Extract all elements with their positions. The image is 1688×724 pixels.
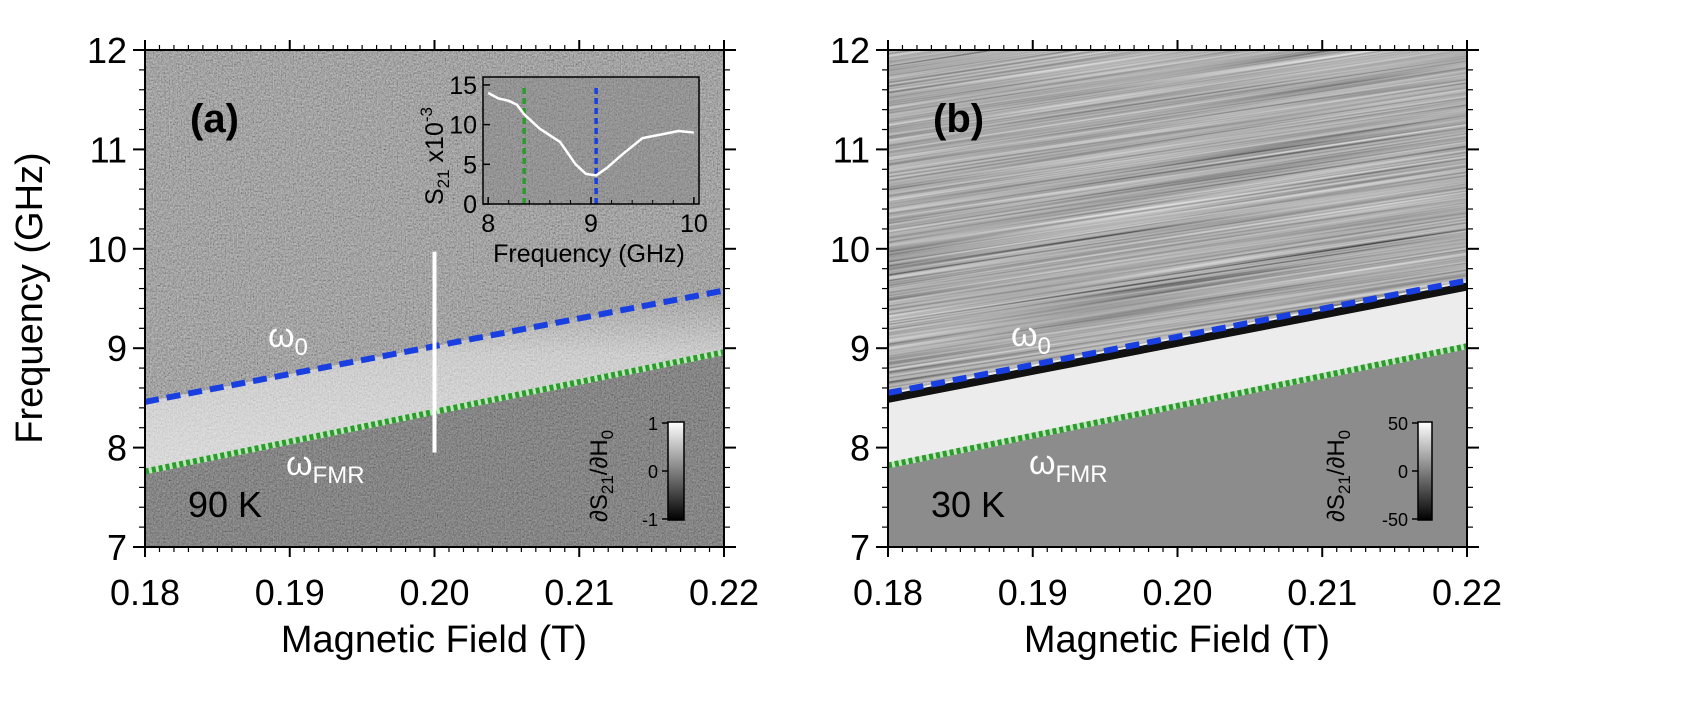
inset-a-curve xyxy=(487,91,694,177)
y-tick-label-b: 8 xyxy=(850,428,870,469)
y-tick-label-a: 11 xyxy=(90,129,127,170)
y-tick-label-a: 10 xyxy=(87,229,127,270)
series-label-omega0-b: ω0 xyxy=(1011,316,1051,360)
series-group-a xyxy=(145,251,724,475)
inset-a-y-tick-label: 15 xyxy=(449,72,477,100)
inset-a-y-tick-label: 0 xyxy=(463,191,477,219)
inset-a-y-tick-label: 10 xyxy=(449,112,477,140)
inset-a-x-tick-label: 9 xyxy=(584,210,598,238)
temperature-label-a: 90 K xyxy=(188,484,262,525)
inset-a-x-tick-label: 8 xyxy=(481,210,495,238)
inset-a-background xyxy=(483,77,699,204)
heatmap-b-dark-edge xyxy=(888,282,1467,403)
inset-a-plot xyxy=(483,77,699,204)
y-tick-label-b: 9 xyxy=(850,328,870,369)
ticks-b: 0.18 0.19 0.20 0.21 0.22 7 8 9 10 11 12 xyxy=(830,30,1502,613)
temperature-label-b: 30 K xyxy=(931,484,1005,525)
x-tick-label-a: 0.22 xyxy=(689,572,759,613)
inset-a-x-tick-label: 10 xyxy=(680,210,708,238)
series-line-omega0-b xyxy=(888,277,1467,396)
y-tick-label-b: 11 xyxy=(833,129,870,170)
colorbar-b-gradient xyxy=(1417,421,1433,521)
colorbar-b-title: ∂S21/∂H0 xyxy=(1323,430,1354,522)
y-tick-label-a: 9 xyxy=(107,328,127,369)
heatmap-b-bright-band xyxy=(888,280,1467,466)
colorbar-a-tick-min: -1 xyxy=(642,510,658,530)
colorbar-b-tick-max: 50 xyxy=(1388,414,1408,434)
x-tick-label-b: 0.19 xyxy=(998,572,1068,613)
colorbar-a: 1 0 -1 ∂S21/∂H0 xyxy=(586,414,685,530)
colorbar-b: 50 0 -50 ∂S21/∂H0 xyxy=(1323,414,1433,530)
x-tick-label-b: 0.21 xyxy=(1287,572,1357,613)
y-axis-title: Frequency (GHz) xyxy=(9,152,51,443)
inset-a-ticks: 8 9 10 0 5 10 15 xyxy=(449,72,708,238)
heatmap-b xyxy=(888,50,1467,547)
colorbar-b-tick-mid: 0 xyxy=(1398,462,1408,482)
y-tick-label-b: 12 xyxy=(830,30,870,71)
y-tick-label-a: 8 xyxy=(107,428,127,469)
colorbar-a-title: ∂S21/∂H0 xyxy=(586,430,617,522)
panel-label-b: (b) xyxy=(933,97,984,141)
y-tick-label-a: 7 xyxy=(107,527,127,568)
x-tick-label-b: 0.18 xyxy=(853,572,923,613)
y-tick-label-b: 7 xyxy=(850,527,870,568)
x-axis-title-a: Magnetic Field (T) xyxy=(281,619,587,661)
x-tick-label-a: 0.18 xyxy=(110,572,180,613)
inset-a: 8 9 10 0 5 10 15 Frequency (GHz) S21 x10-3 xyxy=(417,72,708,268)
heatmap-a xyxy=(145,50,724,547)
panel-b: 0.18 0.19 0.20 0.21 0.22 7 8 9 10 11 12 (b) 30 K ω… xyxy=(830,30,1502,661)
colorbar-a-gradient xyxy=(667,421,685,521)
panel-label-a: (a) xyxy=(190,97,239,141)
x-tick-label-a: 0.20 xyxy=(399,572,469,613)
x-tick-label-b: 0.22 xyxy=(1432,572,1502,613)
x-axis-title-b: Magnetic Field (T) xyxy=(1024,619,1330,661)
heatmap-b-lower-region xyxy=(888,346,1467,547)
inset-a-ylabel: S21 x10-3 xyxy=(417,107,453,205)
series-label-omega0-a: ω0 xyxy=(268,317,308,361)
colorbar-a-tick-max: 1 xyxy=(648,414,658,434)
x-tick-label-a: 0.21 xyxy=(544,572,614,613)
x-tick-label-a: 0.19 xyxy=(255,572,325,613)
colorbar-a-tick-mid: 0 xyxy=(648,462,658,482)
series-line-omegafmr-b xyxy=(888,343,1467,469)
inset-a-xlabel: Frequency (GHz) xyxy=(493,240,685,268)
colorbar-b-tick-min: -50 xyxy=(1382,510,1408,530)
y-tick-label-b: 10 xyxy=(830,229,870,270)
y-tick-label-a: 12 xyxy=(87,30,127,71)
x-tick-label-b: 0.20 xyxy=(1142,572,1212,613)
series-label-omegafmr-b: ωFMR xyxy=(1029,444,1108,488)
series-group-b xyxy=(888,277,1467,469)
inset-a-y-tick-label: 5 xyxy=(463,151,477,179)
series-label-omegafmr-a: ωFMR xyxy=(286,445,365,489)
